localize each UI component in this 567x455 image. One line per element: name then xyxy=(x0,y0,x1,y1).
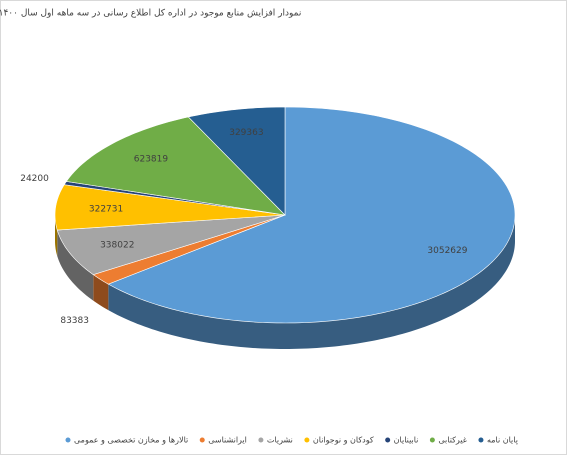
slice-side xyxy=(108,215,515,349)
legend-marker xyxy=(258,437,264,443)
legend-label: تالارها و مخازن تخصصی و عمومی xyxy=(74,436,188,445)
slice-side xyxy=(57,230,94,301)
legend-label: پایان نامه xyxy=(487,436,518,445)
data-label: 623819 xyxy=(134,155,169,165)
legend-marker xyxy=(304,437,310,443)
slice-side xyxy=(55,215,58,257)
chart-title: نمودار افزایش منابع موجود در اداره کل اط… xyxy=(0,9,301,19)
legend-marker xyxy=(385,437,391,443)
slice-side xyxy=(93,274,109,311)
slice xyxy=(92,214,286,285)
slice xyxy=(187,106,286,216)
data-label: 24200 xyxy=(20,174,49,184)
data-label: 83383 xyxy=(60,316,89,326)
slice xyxy=(54,184,286,231)
legend-label: غیرکتابی xyxy=(438,436,467,445)
data-label: 3052629 xyxy=(427,246,467,256)
legend-label: ایرانشناسی xyxy=(208,436,247,445)
legend-marker xyxy=(478,437,484,443)
slice xyxy=(56,214,286,275)
legend-label: نابینایان xyxy=(394,436,419,445)
legend-label: نشریات xyxy=(267,436,293,445)
data-label: 329363 xyxy=(229,128,263,138)
legend-marker xyxy=(429,437,435,443)
slice xyxy=(107,106,516,324)
data-label: 338022 xyxy=(100,240,134,250)
data-label: 322731 xyxy=(89,204,123,214)
slice xyxy=(65,116,286,216)
legend-marker xyxy=(65,437,71,443)
legend-label: کودکان و نوجوانان xyxy=(313,436,374,445)
legend-marker xyxy=(199,437,205,443)
